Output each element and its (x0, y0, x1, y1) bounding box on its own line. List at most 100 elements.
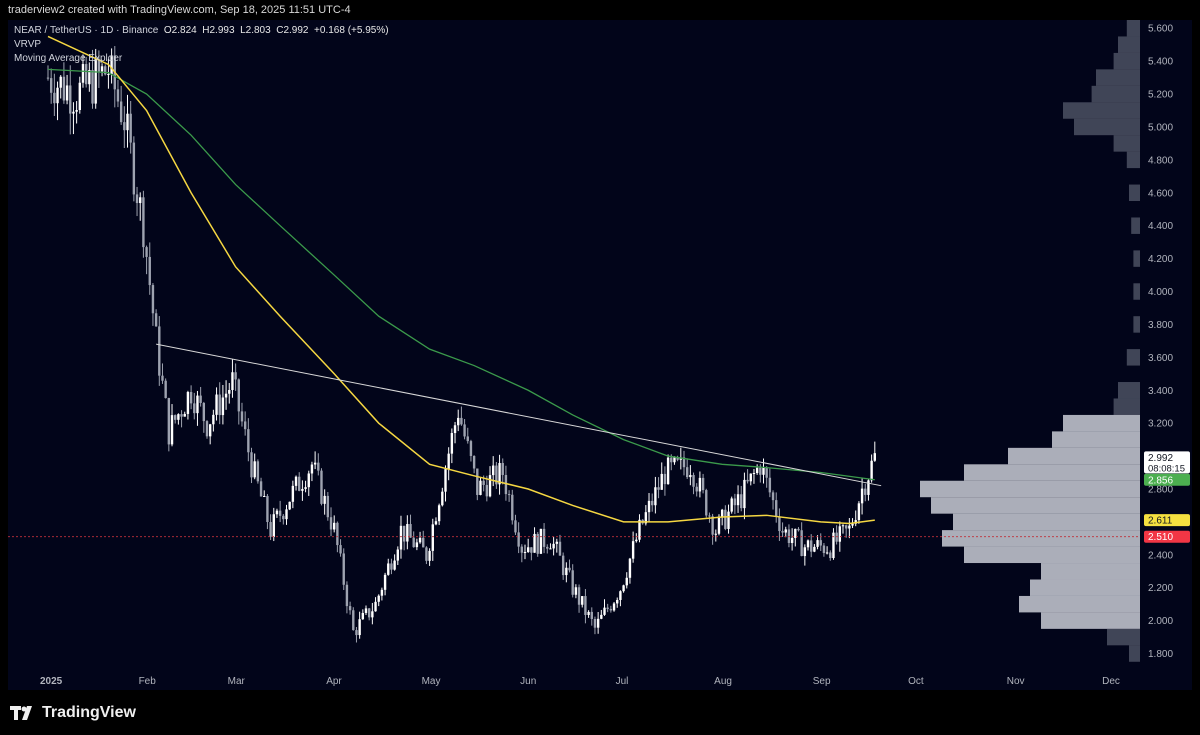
candle-body (53, 92, 56, 104)
candle-body (787, 529, 791, 543)
candle-body (762, 467, 765, 475)
candle-body (154, 313, 158, 327)
candle-body (460, 417, 463, 425)
price-axis[interactable] (1140, 20, 1192, 690)
candle-body (116, 89, 120, 102)
candle-body (272, 514, 275, 537)
candle-body (638, 519, 641, 540)
candle-body (266, 496, 269, 523)
candle-body (437, 505, 441, 522)
time-axis[interactable] (8, 670, 1192, 690)
candle-body (431, 524, 434, 551)
candle-body (711, 516, 714, 535)
volume-profile-bar (1019, 595, 1140, 613)
candle-body (208, 424, 212, 437)
volume-profile-bar (1129, 184, 1140, 202)
y-tick-label: 2.000 (1148, 616, 1173, 627)
candle-body (301, 488, 304, 491)
volume-profile-bar (1113, 135, 1140, 152)
x-tick-label: Dec (1102, 676, 1120, 687)
candle-body (476, 468, 479, 495)
candle-body (396, 549, 399, 561)
candle-body (323, 495, 326, 504)
x-tick-label: 2025 (40, 676, 63, 687)
candle-body (313, 462, 317, 465)
candle-body (406, 524, 409, 542)
candle-body (574, 587, 578, 595)
candle-body (730, 498, 733, 512)
candle-body (816, 540, 819, 547)
candle-body (765, 467, 768, 478)
candle-body (383, 574, 387, 590)
candle-body (838, 526, 842, 542)
symbol-label[interactable]: NEAR / TetherUS · 1D · Binance (14, 25, 159, 36)
indicator-vrvp[interactable]: VRVP (14, 39, 42, 50)
support-price-label: 2.510 (1148, 532, 1173, 543)
candle-body (692, 474, 695, 487)
x-tick-label: Feb (139, 676, 157, 687)
candle-body (234, 372, 237, 380)
candle-body (352, 610, 355, 631)
volume-profile-bar (964, 464, 1140, 481)
candle-body (822, 545, 826, 554)
candle-body (428, 550, 431, 561)
candle-body (285, 509, 288, 520)
candle-body (329, 517, 333, 530)
chart-area[interactable]: 5.600 5.400 5.200 5.000 4.800 4.600 4.400 4.200… (8, 20, 1192, 690)
candle-body (269, 522, 272, 537)
y-tick-label: 4.800 (1148, 155, 1173, 166)
ma-slow-price-label-bg (1144, 473, 1190, 486)
current-price-label-countdown: 08:08:15 (1148, 463, 1185, 474)
candle-body (507, 494, 511, 496)
candle-body (555, 541, 558, 544)
candle-body (651, 500, 654, 506)
candle-body (418, 537, 422, 543)
candle-body (97, 59, 101, 72)
candle-body (733, 498, 737, 506)
candle-body (215, 394, 218, 415)
candle-body (278, 510, 282, 516)
candle-body (561, 555, 565, 576)
candle-body (183, 413, 186, 417)
x-tick-label: Sep (813, 676, 831, 687)
candle-body (526, 547, 530, 552)
candle-body (364, 608, 368, 613)
candle-body (581, 596, 584, 605)
candle-body (676, 457, 679, 460)
candle-body (616, 599, 619, 604)
price-chart[interactable]: 5.600 5.400 5.200 5.000 4.800 4.600 4.400 4.200… (8, 20, 1192, 690)
candle-body (371, 611, 374, 618)
candle-body (199, 395, 202, 403)
y-tick-label: 3.200 (1148, 419, 1173, 430)
volume-profile-bar (942, 530, 1140, 547)
candle-body (453, 425, 457, 434)
candle-body (135, 194, 139, 204)
candle-body (196, 395, 199, 414)
y-tick-label: 5.200 (1148, 90, 1173, 101)
candle-body (860, 488, 864, 504)
candle-body (228, 390, 231, 394)
candle-body (717, 516, 721, 534)
candle-body (84, 64, 88, 85)
candle-body (851, 523, 854, 526)
volume-profile-bar (1063, 102, 1140, 119)
candle-body (224, 393, 228, 398)
candle-body (253, 461, 256, 478)
trendline[interactable] (156, 343, 882, 487)
y-axis-ticks: 5.600 5.400 5.200 5.000 4.800 4.600 4.400 4.200… (1148, 24, 1173, 660)
candle-body (657, 487, 660, 490)
candle-body (348, 606, 352, 611)
candle-body (425, 547, 428, 561)
y-tick-label: 1.800 (1148, 649, 1173, 660)
volume-profile-bar (1113, 398, 1140, 415)
candle-body (568, 567, 571, 571)
candle-body (399, 525, 403, 550)
candle-body (631, 541, 635, 559)
attribution-text: traderview2 created with TradingView.com… (8, 4, 351, 16)
volume-profile-bar (1126, 151, 1140, 169)
candle-body (714, 533, 717, 535)
candle-body (193, 403, 196, 414)
indicator-ma[interactable]: Moving Average Exploer (14, 53, 123, 64)
high-value: H2.993 (202, 25, 235, 36)
